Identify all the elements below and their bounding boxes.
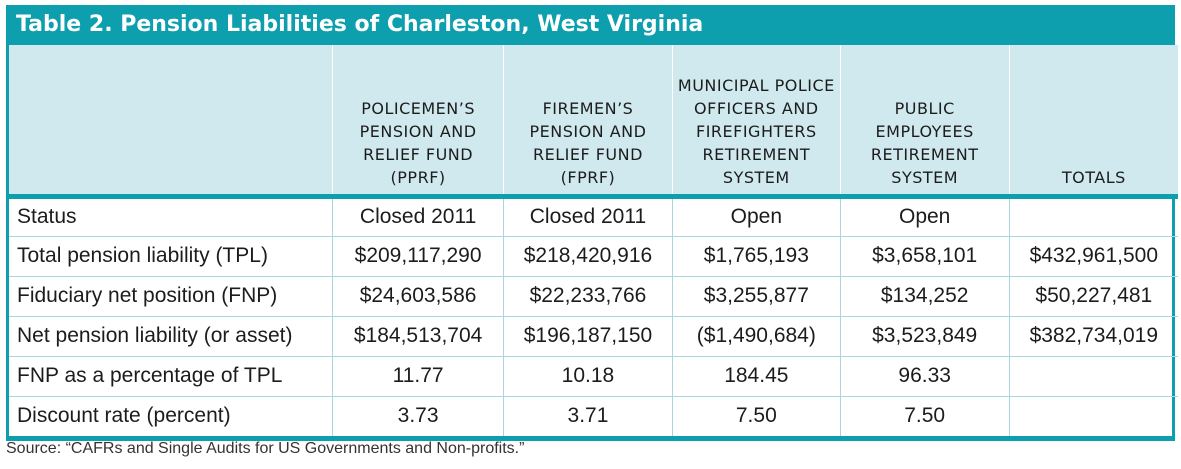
table-cell: $134,252 bbox=[839, 275, 1010, 316]
table-cell: $432,961,500 bbox=[1008, 235, 1178, 276]
table-row: Total pension liability (TPL) $209,117,2… bbox=[9, 235, 1178, 276]
table-cell: 11.77 bbox=[332, 355, 504, 396]
table-cell: $50,227,481 bbox=[1008, 275, 1178, 316]
header-cell-fprf: FIREMEN’S PENSION AND RELIEF FUND (FPRF) bbox=[503, 45, 673, 196]
table-cell: 3.71 bbox=[503, 395, 673, 436]
table-cell: $24,603,586 bbox=[332, 275, 504, 316]
row-label: Total pension liability (TPL) bbox=[9, 235, 333, 276]
table-cell: $382,734,019 bbox=[1008, 315, 1178, 356]
pension-table: POLICEMEN’S PENSION AND RELIEF FUND (PPR… bbox=[9, 45, 1178, 436]
table-frame: POLICEMEN’S PENSION AND RELIEF FUND (PPR… bbox=[6, 45, 1178, 441]
table-cell: 3.73 bbox=[332, 395, 504, 436]
table-cell: Closed 2011 bbox=[332, 196, 504, 236]
table-cell: $184,513,704 bbox=[332, 315, 504, 356]
table-cell bbox=[1008, 196, 1178, 236]
header-cell-totals: TOTALS bbox=[1008, 45, 1178, 196]
table-cell: Open bbox=[671, 196, 841, 236]
table-cell: 7.50 bbox=[839, 395, 1010, 436]
header-cell-public-employees: PUBLIC EMPLOYEES RETIREMENT SYSTEM bbox=[839, 45, 1010, 196]
header-cell-row-label bbox=[9, 45, 333, 196]
row-label: Status bbox=[17, 205, 77, 228]
table-cell: 96.33 bbox=[839, 355, 1010, 396]
table-row: Discount rate (percent) 3.73 3.71 7.50 7… bbox=[9, 395, 1178, 436]
table-cell: 184.45 bbox=[671, 355, 841, 396]
header-cell-pprf: POLICEMEN’S PENSION AND RELIEF FUND (PPR… bbox=[332, 45, 504, 196]
table-cell: Closed 2011 bbox=[503, 196, 673, 236]
table-cell: $3,658,101 bbox=[839, 235, 1010, 276]
table-cell: $218,420,916 bbox=[503, 235, 673, 276]
header-row: POLICEMEN’S PENSION AND RELIEF FUND (PPR… bbox=[9, 45, 1178, 196]
table-cell: $1,765,193 bbox=[671, 235, 841, 276]
row-label: Discount rate (percent) bbox=[9, 395, 333, 436]
table-cell: 7.50 bbox=[671, 395, 841, 436]
row-label: Net pension liability (or asset) bbox=[9, 315, 333, 356]
table-cell: $3,255,877 bbox=[671, 275, 841, 316]
table-cell: $3,523,849 bbox=[839, 315, 1010, 356]
source-note: Source: “CAFRs and Single Audits for US … bbox=[6, 440, 525, 457]
table-cell: $196,187,150 bbox=[503, 315, 673, 356]
table-cell: ($1,490,684) bbox=[671, 315, 841, 356]
row-label: FNP as a percentage of TPL bbox=[9, 355, 333, 396]
table-row: Net pension liability (or asset) $184,51… bbox=[9, 315, 1178, 356]
table-row: FNP as a percentage of TPL 11.77 10.18 1… bbox=[9, 355, 1178, 396]
table-cell bbox=[1008, 395, 1178, 436]
table-row: Fiduciary net position (FNP) $24,603,586… bbox=[9, 275, 1178, 316]
table-cell: 10.18 bbox=[503, 355, 673, 396]
table-cell: $22,233,766 bbox=[503, 275, 673, 316]
table-cell: $209,117,290 bbox=[332, 235, 504, 276]
header-cell-municipal: MUNICIPAL POLICE OFFICERS AND FIREFIGHTE… bbox=[671, 45, 841, 196]
table-row: Status Closed 2011 Closed 2011 Open Open bbox=[9, 196, 1178, 236]
table-cell bbox=[1008, 355, 1178, 396]
pension-table-container: Table 2. Pension Liabilities of Charlest… bbox=[6, 5, 1178, 441]
table-cell: Open bbox=[839, 196, 1010, 236]
row-label: Fiduciary net position (FNP) bbox=[9, 275, 333, 316]
table-title: Table 2. Pension Liabilities of Charlest… bbox=[6, 5, 1175, 45]
